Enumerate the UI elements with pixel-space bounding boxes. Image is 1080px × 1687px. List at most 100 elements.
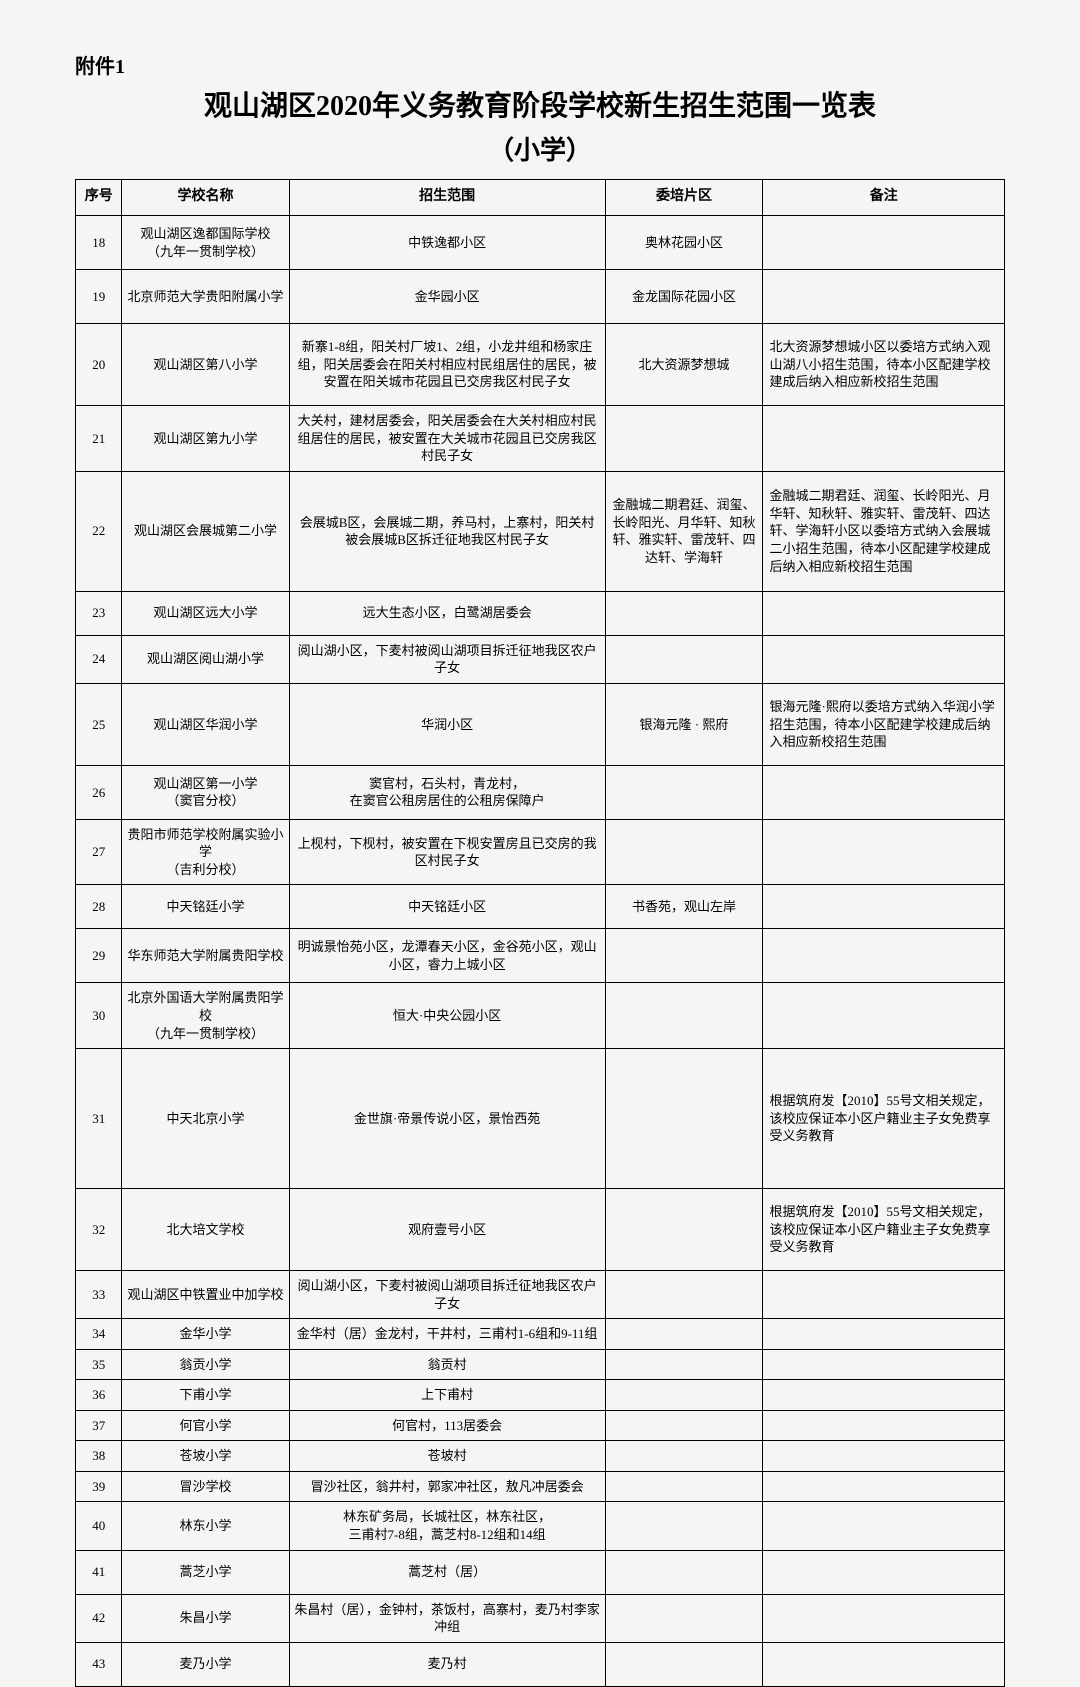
cell-note (763, 1380, 1005, 1411)
cell-area (605, 1594, 763, 1642)
cell-school: 林东小学 (122, 1502, 289, 1550)
header-scope: 招生范围 (289, 180, 605, 216)
cell-school: 麦乃小学 (122, 1642, 289, 1686)
cell-school: 北京外国语大学附属贵阳学校（九年一贯制学校） (122, 983, 289, 1049)
cell-no: 31 (76, 1049, 122, 1189)
cell-scope: 新寨1-8组，阳关村厂坡1、2组，小龙井组和杨家庄组，阳关居委会在阳关村相应村民… (289, 324, 605, 406)
cell-school: 苍坡小学 (122, 1441, 289, 1472)
cell-area (605, 406, 763, 472)
cell-note: 金融城二期君廷、润玺、长岭阳光、月华轩、知秋轩、雅实轩、雷茂轩、四达轩、学海轩小… (763, 471, 1005, 591)
cell-no: 32 (76, 1189, 122, 1271)
cell-school: 华东师范大学附属贵阳学校 (122, 929, 289, 983)
cell-scope: 麦乃村 (289, 1642, 605, 1686)
table-header-row: 序号 学校名称 招生范围 委培片区 备注 (76, 180, 1005, 216)
cell-no: 35 (76, 1349, 122, 1380)
cell-school: 中天铭廷小学 (122, 885, 289, 929)
cell-scope: 翁贡村 (289, 1349, 605, 1380)
cell-scope: 中天铭廷小区 (289, 885, 605, 929)
header-school: 学校名称 (122, 180, 289, 216)
page-title: 观山湖区2020年义务教育阶段学校新生招生范围一览表 (75, 87, 1005, 126)
cell-school: 北大培文学校 (122, 1189, 289, 1271)
cell-note (763, 216, 1005, 270)
cell-no: 42 (76, 1594, 122, 1642)
cell-no: 26 (76, 765, 122, 819)
cell-area: 银海元隆 · 熙府 (605, 683, 763, 765)
cell-no: 38 (76, 1441, 122, 1472)
cell-school: 观山湖区逸都国际学校（九年一贯制学校） (122, 216, 289, 270)
cell-school: 观山湖区第八小学 (122, 324, 289, 406)
cell-no: 33 (76, 1271, 122, 1319)
cell-no: 39 (76, 1471, 122, 1502)
cell-note (763, 1271, 1005, 1319)
cell-school: 观山湖区会展城第二小学 (122, 471, 289, 591)
cell-note (763, 765, 1005, 819)
enrollment-table: 序号 学校名称 招生范围 委培片区 备注 18观山湖区逸都国际学校（九年一贯制学… (75, 179, 1005, 1686)
cell-note (763, 270, 1005, 324)
cell-scope: 阅山湖小区，下麦村被阅山湖项目拆迁征地我区农户子女 (289, 635, 605, 683)
cell-no: 41 (76, 1550, 122, 1594)
cell-school: 何官小学 (122, 1410, 289, 1441)
cell-school: 中天北京小学 (122, 1049, 289, 1189)
table-row: 37何官小学何官村，113居委会 (76, 1410, 1005, 1441)
cell-school: 下甫小学 (122, 1380, 289, 1411)
cell-area (605, 1642, 763, 1686)
table-row: 28中天铭廷小学中天铭廷小区书香苑，观山左岸 (76, 885, 1005, 929)
table-row: 24观山湖区阅山湖小学阅山湖小区，下麦村被阅山湖项目拆迁征地我区农户子女 (76, 635, 1005, 683)
cell-note (763, 929, 1005, 983)
cell-scope: 中铁逸都小区 (289, 216, 605, 270)
cell-scope: 会展城B区，会展城二期，养马村，上寨村，阳关村被会展城B区拆迁征地我区村民子女 (289, 471, 605, 591)
cell-area (605, 635, 763, 683)
cell-note (763, 1502, 1005, 1550)
cell-no: 37 (76, 1410, 122, 1441)
cell-area (605, 1049, 763, 1189)
table-row: 25观山湖区华润小学华润小区银海元隆 · 熙府银海元隆·熙府以委培方式纳入华润小… (76, 683, 1005, 765)
cell-scope: 明诚景怡苑小区，龙潭春天小区，金谷苑小区，观山小区，睿力上城小区 (289, 929, 605, 983)
cell-no: 22 (76, 471, 122, 591)
cell-scope: 恒大·中央公园小区 (289, 983, 605, 1049)
table-row: 42朱昌小学朱昌村（居），金钟村，茶饭村，高寨村，麦乃村李家冲组 (76, 1594, 1005, 1642)
table-row: 32北大培文学校观府壹号小区根据筑府发【2010】55号文相关规定，该校应保证本… (76, 1189, 1005, 1271)
cell-no: 24 (76, 635, 122, 683)
cell-scope: 大关村，建材居委会，阳关居委会在大关村相应村民组居住的居民，被安置在大关城市花园… (289, 406, 605, 472)
cell-school: 观山湖区阅山湖小学 (122, 635, 289, 683)
cell-area: 奥林花园小区 (605, 216, 763, 270)
cell-school: 朱昌小学 (122, 1594, 289, 1642)
cell-scope: 阅山湖小区，下麦村被阅山湖项目拆迁征地我区农户子女 (289, 1271, 605, 1319)
cell-note (763, 635, 1005, 683)
table-row: 31中天北京小学金世旗·帝景传说小区，景怡西苑根据筑府发【2010】55号文相关… (76, 1049, 1005, 1189)
table-row: 22观山湖区会展城第二小学会展城B区，会展城二期，养马村，上寨村，阳关村被会展城… (76, 471, 1005, 591)
page-subtitle: （小学） (75, 130, 1005, 167)
cell-area: 书香苑，观山左岸 (605, 885, 763, 929)
table-row: 19北京师范大学贵阳附属小学金华园小区金龙国际花园小区 (76, 270, 1005, 324)
table-row: 43麦乃小学麦乃村 (76, 1642, 1005, 1686)
table-row: 38苍坡小学苍坡村 (76, 1441, 1005, 1472)
cell-area (605, 1319, 763, 1350)
table-row: 33观山湖区中铁置业中加学校阅山湖小区，下麦村被阅山湖项目拆迁征地我区农户子女 (76, 1271, 1005, 1319)
cell-area (605, 1441, 763, 1472)
cell-school: 蒿芝小学 (122, 1550, 289, 1594)
cell-scope: 蒿芝村（居） (289, 1550, 605, 1594)
cell-no: 40 (76, 1502, 122, 1550)
cell-school: 翁贡小学 (122, 1349, 289, 1380)
cell-scope: 何官村，113居委会 (289, 1410, 605, 1441)
cell-area (605, 765, 763, 819)
cell-note (763, 1642, 1005, 1686)
cell-no: 21 (76, 406, 122, 472)
cell-area (605, 1189, 763, 1271)
cell-no: 23 (76, 591, 122, 635)
cell-area (605, 591, 763, 635)
table-row: 21观山湖区第九小学大关村，建材居委会，阳关居委会在大关村相应村民组居住的居民，… (76, 406, 1005, 472)
cell-note (763, 591, 1005, 635)
cell-no: 43 (76, 1642, 122, 1686)
table-row: 18观山湖区逸都国际学校（九年一贯制学校）中铁逸都小区奥林花园小区 (76, 216, 1005, 270)
cell-note (763, 1319, 1005, 1350)
cell-note (763, 1550, 1005, 1594)
table-row: 29华东师范大学附属贵阳学校明诚景怡苑小区，龙潭春天小区，金谷苑小区，观山小区，… (76, 929, 1005, 983)
cell-scope: 冒沙社区，翁井村，郭家冲社区，敖凡冲居委会 (289, 1471, 605, 1502)
cell-no: 25 (76, 683, 122, 765)
cell-note (763, 1594, 1005, 1642)
cell-school: 观山湖区中铁置业中加学校 (122, 1271, 289, 1319)
cell-no: 27 (76, 819, 122, 885)
cell-note: 根据筑府发【2010】55号文相关规定，该校应保证本小区户籍业主子女免费享受义务… (763, 1189, 1005, 1271)
cell-school: 金华小学 (122, 1319, 289, 1350)
